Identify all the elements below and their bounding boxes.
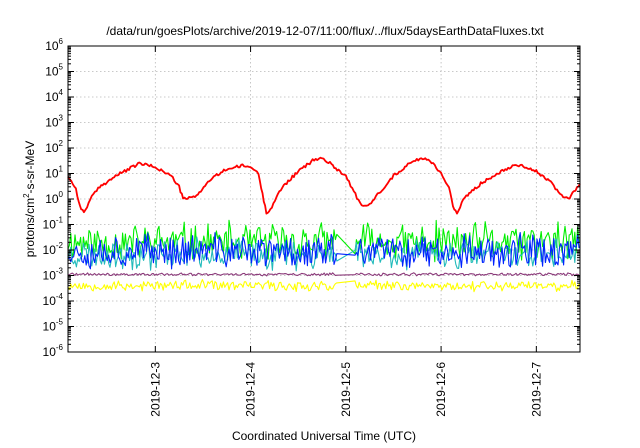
y-tick-label: 10-2 <box>43 241 64 257</box>
y-tick-label: 100 <box>45 190 63 206</box>
y-tick-exponent: 2 <box>59 139 64 148</box>
chart-title: /data/run/goesPlots/archive/2019-12-07/1… <box>106 24 544 38</box>
y-tick-label: 10-1 <box>43 216 64 232</box>
x-axis: 2019-12-3 2019-12-4 2019-12-5 2019-12-6 2019… <box>148 46 543 417</box>
y-tick-exponent: 1 <box>59 165 64 174</box>
y-tick-base: 10 <box>43 218 57 232</box>
y-axis-label-main: protons/cm <box>23 198 37 257</box>
y-tick-exponent: -3 <box>56 267 64 276</box>
series-line-red <box>67 156 581 215</box>
x-tick-label: 2019-12-3 <box>148 362 162 417</box>
y-tick-base: 10 <box>45 192 59 206</box>
y-tick-base: 10 <box>43 345 57 359</box>
y-tick-label: 106 <box>45 37 63 53</box>
x-tick-label: 2019-12-7 <box>529 362 543 417</box>
y-tick-base: 10 <box>43 269 57 283</box>
y-tick-exponent: 0 <box>59 190 64 199</box>
y-tick-exponent: -5 <box>56 318 64 327</box>
y-tick-exponent: -2 <box>56 241 64 250</box>
y-axis-label: protons/cm2-s-sr-MeV <box>22 141 37 257</box>
series-line-3 <box>67 231 580 270</box>
y-tick-label: 104 <box>45 88 63 104</box>
y-tick-exponent: -6 <box>56 343 64 352</box>
y-tick-label: 101 <box>45 165 63 181</box>
y-tick-label: 103 <box>45 114 63 130</box>
y-tick-exponent: 5 <box>59 63 64 72</box>
y-tick-base: 10 <box>43 320 57 334</box>
y-tick-exponent: 6 <box>59 37 64 46</box>
y-tick-base: 10 <box>45 116 59 130</box>
y-tick-label: 102 <box>45 139 63 155</box>
y-tick-label: 10-3 <box>43 267 64 283</box>
series-line-2 <box>67 236 580 272</box>
series-line-4 <box>67 279 580 293</box>
y-tick-base: 10 <box>43 294 57 308</box>
y-tick-base: 10 <box>45 90 59 104</box>
y-tick-exponent: -4 <box>56 292 64 301</box>
x-tick-label: 2019-12-4 <box>244 362 258 417</box>
x-tick-label: 2019-12-5 <box>339 362 353 417</box>
y-tick-exponent: 4 <box>59 88 64 97</box>
grid-lines <box>68 46 580 352</box>
series-line-5 <box>67 272 580 277</box>
y-tick-base: 10 <box>45 141 59 155</box>
y-tick-label: 10-5 <box>43 318 64 334</box>
y-tick-label: 10-4 <box>43 292 64 308</box>
y-tick-base: 10 <box>45 65 59 79</box>
y-tick-base: 10 <box>45 39 59 53</box>
y-axis-label-exponent: 2 <box>22 193 31 198</box>
y-tick-label: 10-6 <box>43 343 64 359</box>
x-axis-label: Coordinated Universal Time (UTC) <box>232 429 416 443</box>
y-tick-base: 10 <box>43 243 57 257</box>
series-group <box>67 156 581 293</box>
y-tick-exponent: 3 <box>59 114 64 123</box>
y-tick-base: 10 <box>45 167 59 181</box>
y-tick-exponent: -1 <box>56 216 64 225</box>
y-axis-label-unit: -s-sr-MeV <box>23 141 37 194</box>
y-tick-label: 105 <box>45 63 63 79</box>
y-axis: 10-610-510-410-310-210-11001011021031041… <box>43 37 580 359</box>
x-tick-label: 2019-12-6 <box>434 362 448 417</box>
